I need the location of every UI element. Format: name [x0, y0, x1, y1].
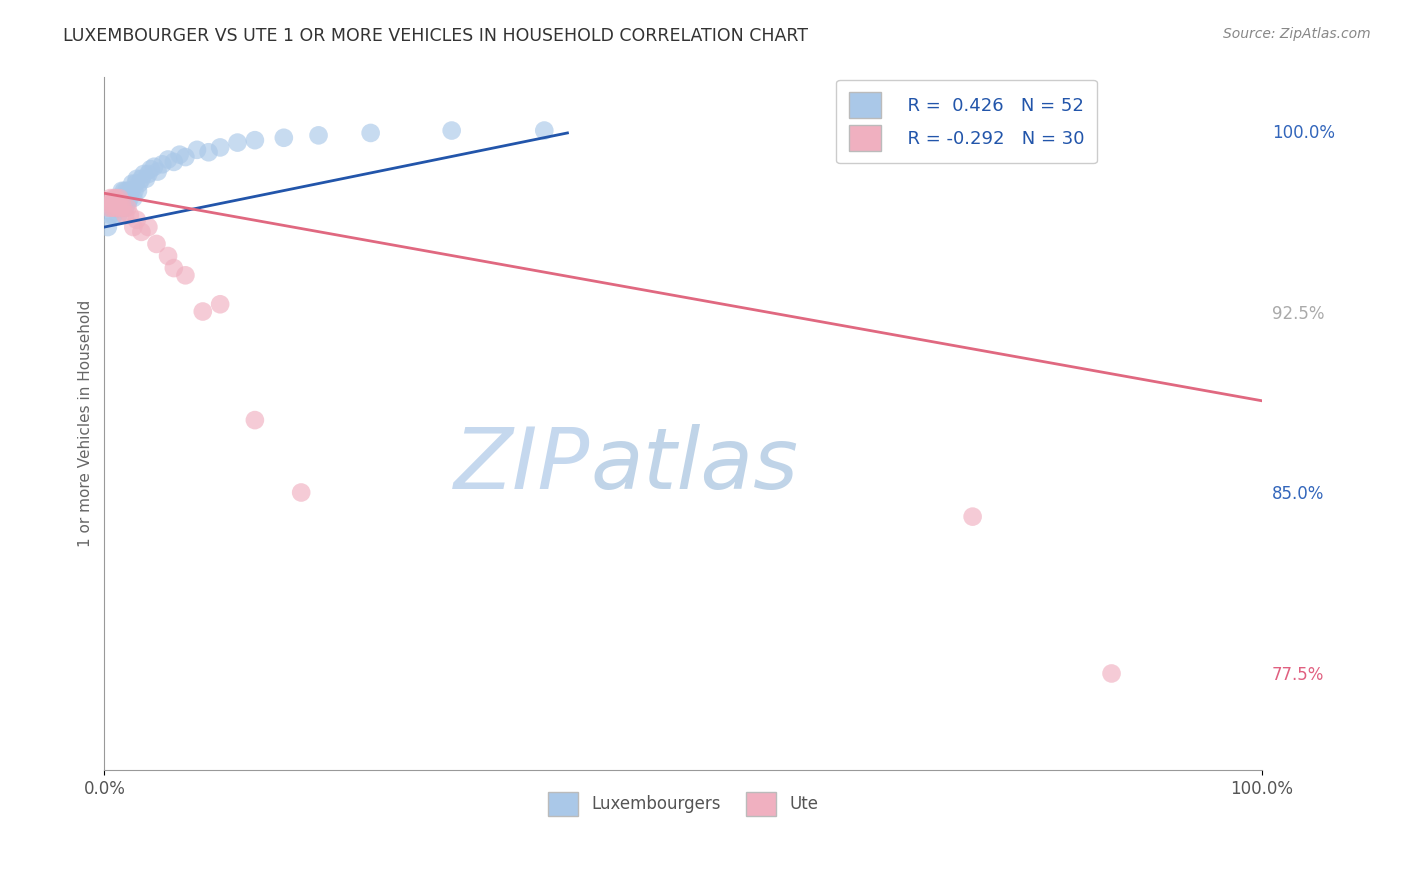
- Point: [114, 191, 136, 205]
- Point: [107, 201, 129, 215]
- Point: [226, 136, 249, 150]
- Point: [98, 208, 121, 222]
- Point: [100, 201, 122, 215]
- Point: [138, 167, 160, 181]
- Point: [243, 413, 266, 427]
- Point: [108, 195, 131, 210]
- Point: [146, 164, 169, 178]
- Point: [169, 147, 191, 161]
- Point: [209, 140, 232, 154]
- Point: [110, 201, 132, 215]
- Point: [105, 195, 128, 210]
- Point: [104, 201, 127, 215]
- Point: [1101, 666, 1123, 681]
- Point: [114, 208, 136, 222]
- Point: [197, 145, 219, 160]
- Point: [125, 212, 148, 227]
- Point: [138, 220, 160, 235]
- Point: [111, 184, 134, 198]
- Point: [308, 128, 330, 143]
- Point: [125, 171, 148, 186]
- Y-axis label: 1 or more Vehicles in Household: 1 or more Vehicles in Household: [79, 300, 93, 548]
- Point: [101, 201, 124, 215]
- Point: [97, 220, 120, 235]
- Point: [111, 201, 134, 215]
- Point: [127, 184, 149, 198]
- Point: [132, 167, 155, 181]
- Point: [98, 201, 121, 215]
- Point: [110, 201, 132, 215]
- Point: [104, 191, 127, 205]
- Point: [135, 171, 157, 186]
- Point: [104, 201, 127, 215]
- Point: [150, 157, 173, 171]
- Point: [163, 261, 186, 276]
- Point: [273, 130, 295, 145]
- Point: [117, 195, 139, 210]
- Point: [107, 208, 129, 222]
- Point: [117, 201, 139, 215]
- Point: [118, 191, 141, 205]
- Point: [533, 123, 555, 137]
- Point: [243, 133, 266, 147]
- Point: [139, 162, 162, 177]
- Point: [122, 191, 145, 205]
- Point: [124, 184, 146, 198]
- Point: [112, 184, 135, 198]
- Point: [186, 143, 208, 157]
- Point: [131, 171, 153, 186]
- Point: [128, 177, 150, 191]
- Point: [163, 155, 186, 169]
- Point: [121, 177, 143, 191]
- Text: Source: ZipAtlas.com: Source: ZipAtlas.com: [1223, 27, 1371, 41]
- Point: [191, 304, 214, 318]
- Point: [104, 191, 127, 205]
- Point: [108, 191, 131, 205]
- Point: [98, 191, 121, 205]
- Point: [100, 195, 122, 210]
- Point: [120, 184, 142, 198]
- Point: [360, 126, 382, 140]
- Point: [105, 195, 128, 210]
- Point: [111, 191, 134, 205]
- Point: [174, 268, 197, 283]
- Point: [101, 195, 124, 210]
- Point: [114, 201, 136, 215]
- Point: [143, 160, 166, 174]
- Point: [103, 191, 125, 205]
- Legend: Luxembourgers, Ute: Luxembourgers, Ute: [540, 784, 827, 824]
- Point: [111, 195, 134, 210]
- Point: [174, 150, 197, 164]
- Point: [157, 249, 180, 263]
- Point: [124, 177, 146, 191]
- Point: [209, 297, 232, 311]
- Text: LUXEMBOURGER VS UTE 1 OR MORE VEHICLES IN HOUSEHOLD CORRELATION CHART: LUXEMBOURGER VS UTE 1 OR MORE VEHICLES I…: [63, 27, 808, 45]
- Point: [108, 191, 131, 205]
- Text: ZIP: ZIP: [454, 424, 591, 507]
- Point: [111, 195, 134, 210]
- Text: atlas: atlas: [591, 424, 799, 507]
- Point: [131, 225, 153, 239]
- Point: [290, 485, 312, 500]
- Point: [157, 153, 180, 167]
- Point: [122, 220, 145, 235]
- Point: [115, 184, 138, 198]
- Point: [145, 236, 167, 251]
- Point: [118, 208, 141, 222]
- Point: [440, 123, 463, 137]
- Point: [118, 184, 141, 198]
- Point: [103, 208, 125, 222]
- Point: [962, 509, 984, 524]
